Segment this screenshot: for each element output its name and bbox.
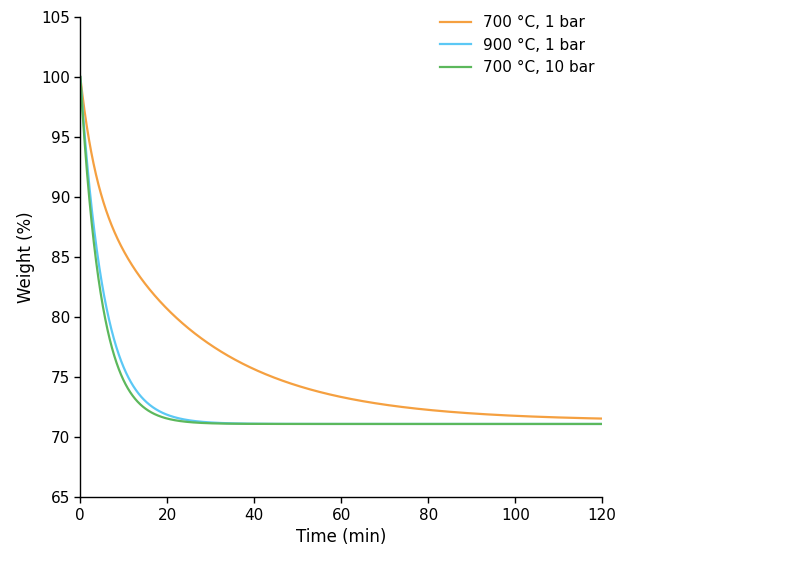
Legend: 700 °C, 1 bar, 900 °C, 1 bar, 700 °C, 10 bar: 700 °C, 1 bar, 900 °C, 1 bar, 700 °C, 10… [439, 15, 593, 75]
Y-axis label: Weight (%): Weight (%) [18, 211, 35, 303]
Line: 900 °C, 1 bar: 900 °C, 1 bar [80, 77, 602, 424]
900 °C, 1 bar [530, 420, 540, 427]
700 °C, 10 bar [135, 401, 144, 407]
700 °C, 1 bar [530, 413, 540, 420]
700 °C, 1 bar [275, 376, 285, 383]
900 °C, 1 bar [275, 420, 285, 427]
900 °C, 1 bar [75, 73, 85, 80]
Line: 700 °C, 10 bar: 700 °C, 10 bar [80, 77, 602, 424]
700 °C, 10 bar [530, 420, 540, 427]
900 °C, 1 bar [597, 420, 606, 427]
700 °C, 10 bar [275, 420, 285, 427]
Line: 700 °C, 1 bar: 700 °C, 1 bar [80, 77, 602, 419]
700 °C, 10 bar [298, 420, 307, 427]
700 °C, 1 bar [75, 73, 85, 80]
900 °C, 1 bar [586, 420, 596, 427]
900 °C, 1 bar [298, 420, 307, 427]
700 °C, 1 bar [135, 273, 144, 280]
700 °C, 1 bar [166, 309, 176, 316]
700 °C, 10 bar [597, 420, 606, 427]
700 °C, 10 bar [586, 420, 596, 427]
700 °C, 1 bar [586, 415, 596, 421]
700 °C, 10 bar [75, 73, 85, 80]
700 °C, 10 bar [166, 416, 176, 423]
X-axis label: Time (min): Time (min) [296, 528, 386, 546]
900 °C, 1 bar [166, 412, 176, 419]
700 °C, 1 bar [597, 415, 606, 422]
700 °C, 1 bar [298, 384, 307, 391]
900 °C, 1 bar [135, 392, 144, 398]
